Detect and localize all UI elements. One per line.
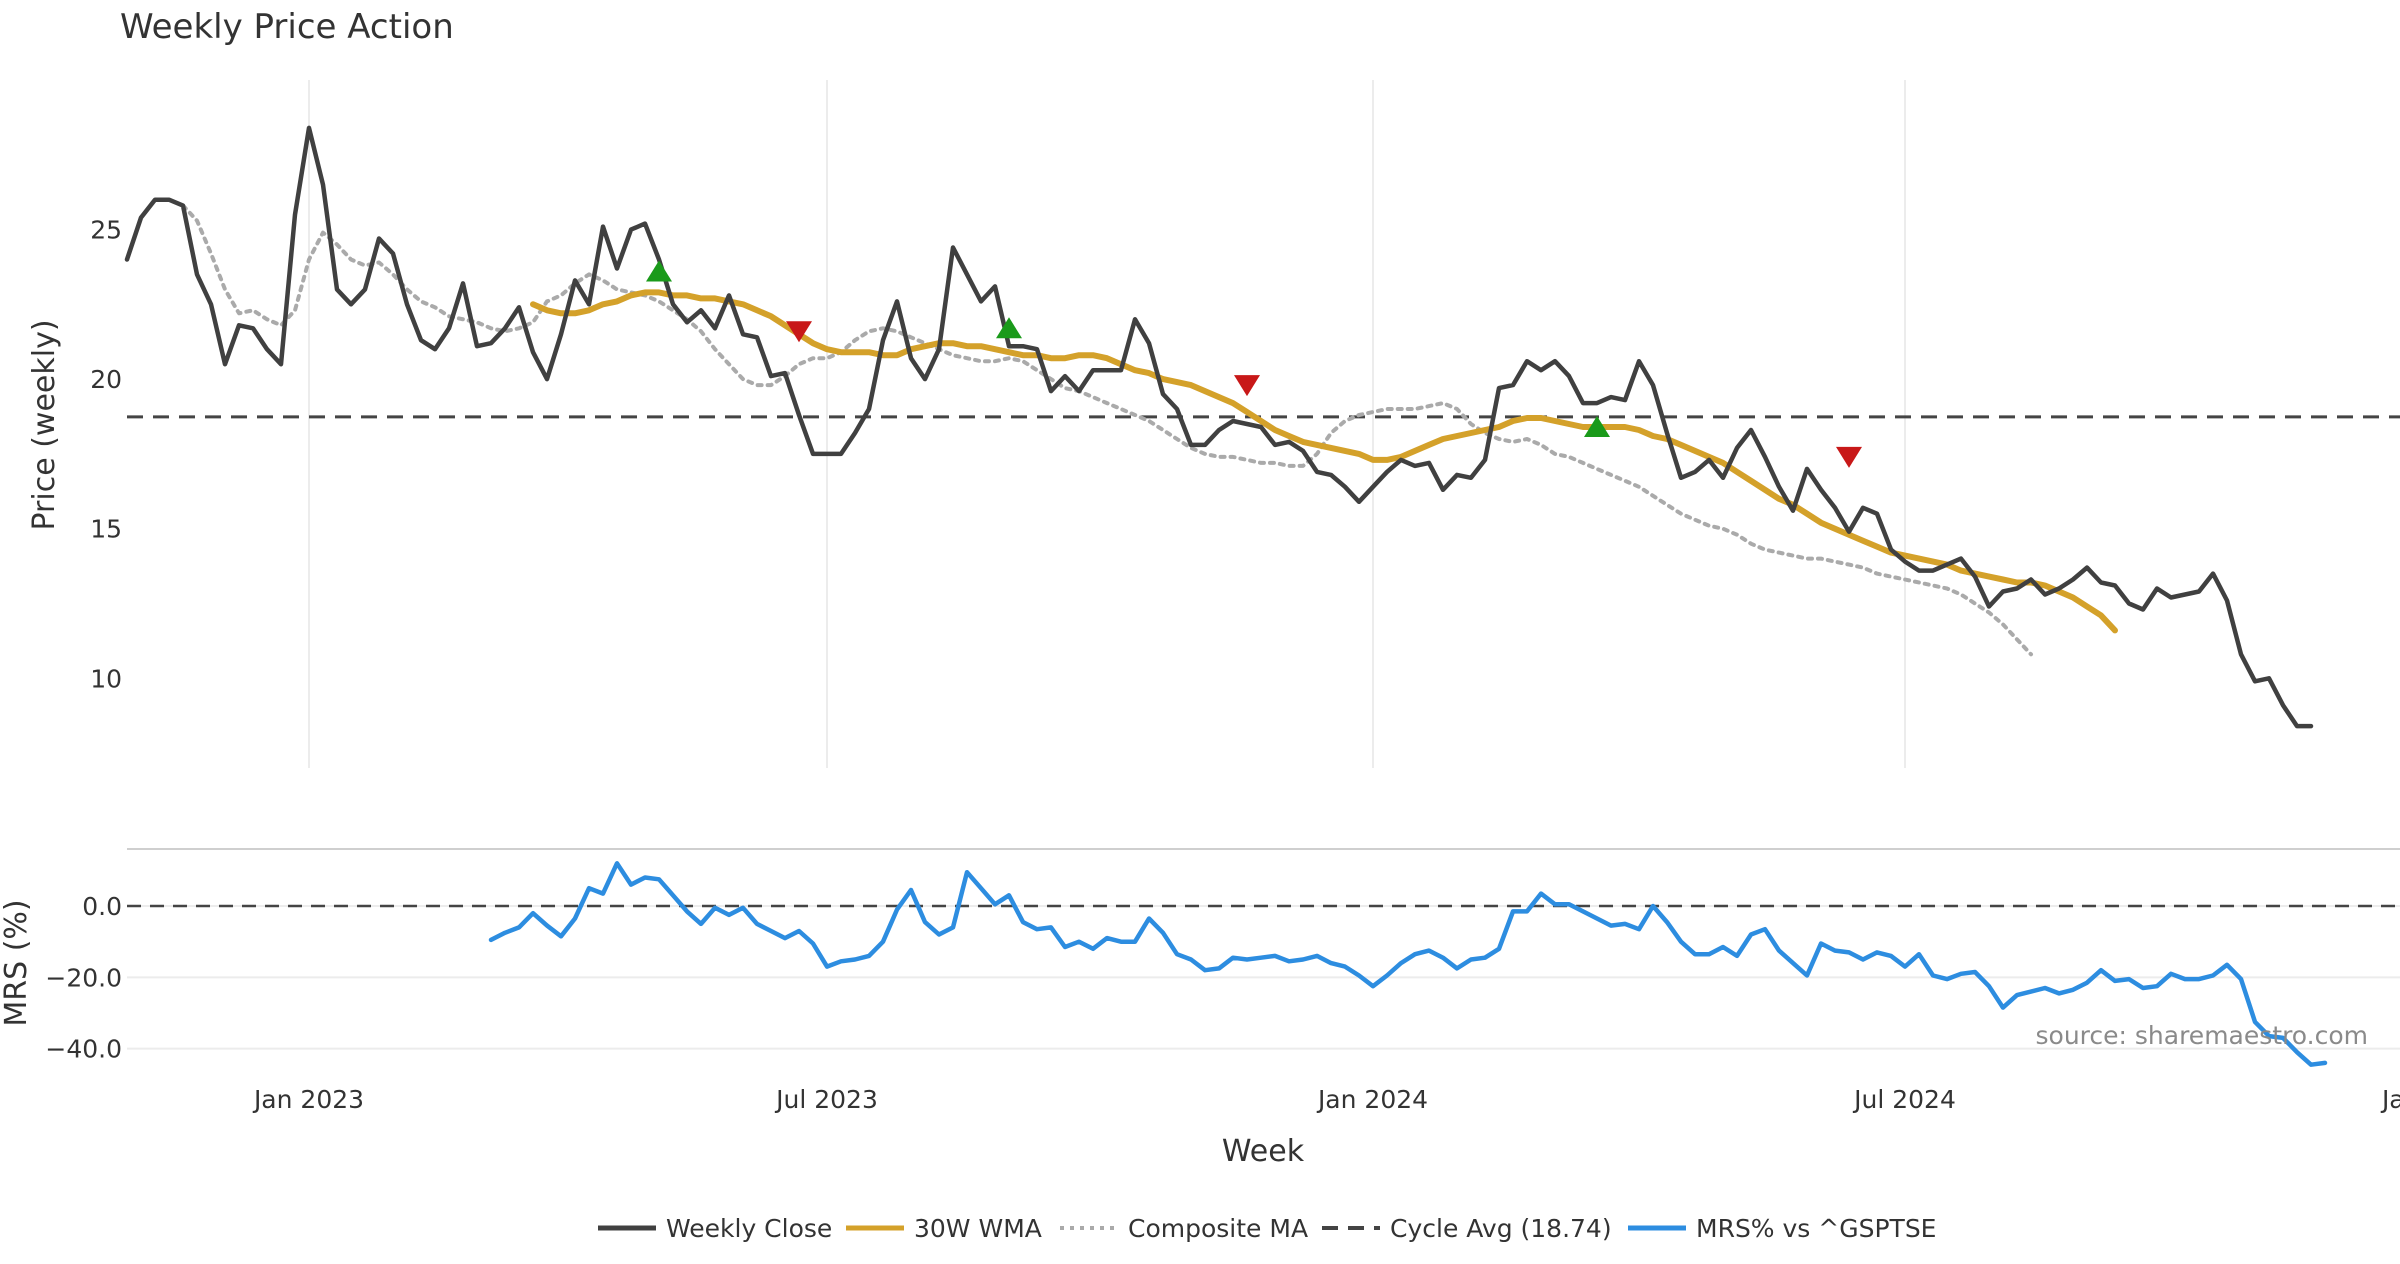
x-tick-label: Jan 2024 (1316, 1085, 1428, 1114)
sell-signal-marker (786, 321, 812, 343)
mrs-y-tick-label: 0.0 (82, 892, 122, 921)
price-gridlines (308, 80, 1906, 768)
weekly-close-line (124, 125, 2314, 729)
mrs-y-tick-label: −20.0 (45, 963, 122, 992)
price-y-tick-label: 15 (90, 515, 122, 544)
buy-signal-marker (646, 260, 672, 282)
mrs-line (488, 861, 2328, 1067)
source-annotation: source: sharemaestro.com (2036, 1021, 2369, 1050)
price-y-tick-label: 10 (90, 664, 122, 693)
mrs-y-ticks: 0.0 −20.0 −40.0 (45, 892, 122, 1064)
price-panel: Weekly Price Action 10 15 20 25 Price (week… (27, 7, 2400, 768)
legend-label: Cycle Avg (18.74) (1390, 1214, 1612, 1243)
buy-signal-marker (1584, 415, 1610, 437)
sell-signal-marker (1836, 446, 1862, 468)
x-tick-label: Jul 2023 (774, 1085, 878, 1114)
x-axis-label: Week (1222, 1134, 1305, 1169)
mrs-y-axis-label: MRS (%) (0, 899, 34, 1026)
x-tick-label: Jan 2023 (252, 1085, 364, 1114)
price-y-axis-label: Price (weekly) (27, 319, 62, 530)
x-axis-ticks: Jan 2023 Jul 2023 Jan 2024 Jul 2024 Jan 2025… (252, 1085, 2400, 1114)
mrs-panel: 0.0 −20.0 −40.0 MRS (%) source: sharemaest… (0, 861, 2400, 1067)
legend-label: MRS% vs ^GSPTSE (1696, 1214, 1936, 1243)
legend-label: 30W WMA (914, 1214, 1042, 1243)
legend-label: Weekly Close (666, 1214, 832, 1243)
price-y-tick-label: 20 (90, 365, 122, 394)
chart-title: Weekly Price Action (120, 7, 454, 47)
mrs-y-tick-label: −40.0 (45, 1035, 122, 1064)
buy-signal-marker (996, 317, 1022, 339)
price-y-ticks: 10 15 20 25 (90, 216, 122, 694)
legend: Weekly Close 30W WMA Composite MA Cycle Avg… (598, 1214, 1936, 1243)
composite-ma-line (181, 203, 2033, 657)
price-signals (646, 260, 1862, 468)
price-y-tick-label: 25 (90, 216, 122, 245)
sell-signal-marker (1234, 375, 1260, 397)
legend-label: Composite MA (1128, 1214, 1308, 1243)
x-tick-label: Jul 2024 (1852, 1085, 1956, 1114)
mrs-series (127, 861, 2400, 1067)
